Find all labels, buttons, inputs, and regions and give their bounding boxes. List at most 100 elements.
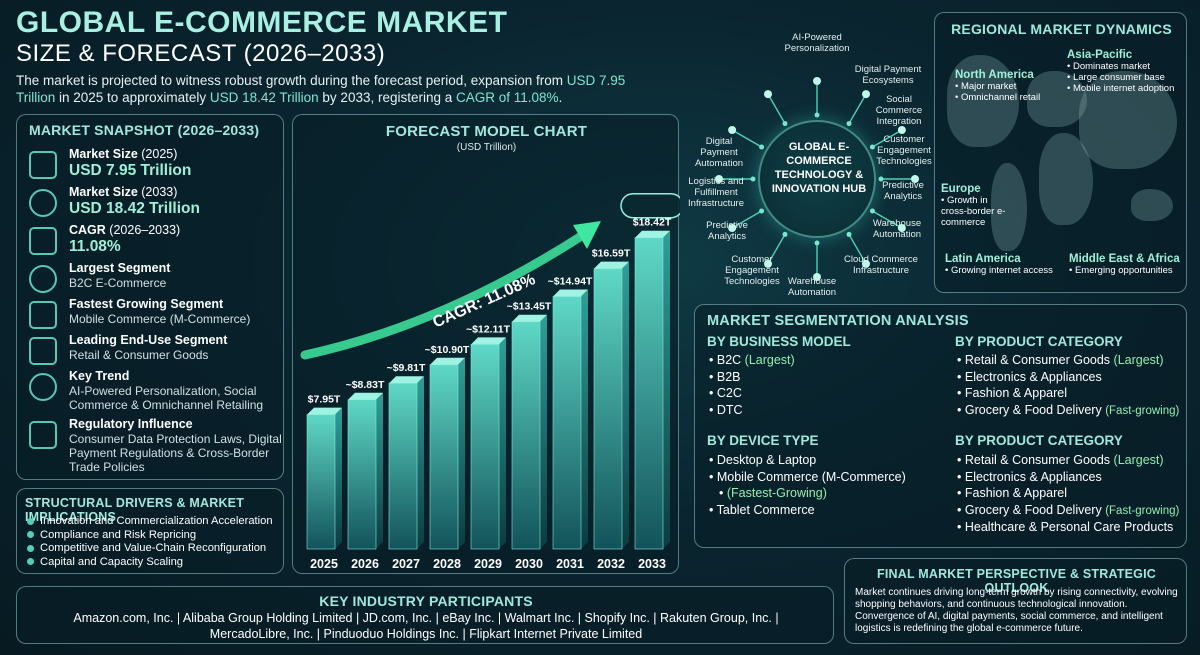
region-europe: Europe Growth in cross-border e-commerce: [941, 183, 1007, 228]
data-label: ~$13.45T: [507, 301, 552, 313]
bar-side: [376, 392, 383, 549]
bar-top: [307, 407, 342, 415]
hub-inner-node: [782, 231, 788, 237]
data-label: ~$10.90T: [425, 344, 470, 356]
hub-spoke: [731, 129, 762, 148]
region-name: Europe: [941, 183, 981, 195]
hub-inner-node: [814, 240, 820, 246]
segment-text: Grocery & Food Delivery: [964, 402, 1102, 417]
bar-top: [389, 376, 424, 384]
bar-side: [663, 230, 670, 549]
bar-side: [458, 357, 465, 549]
hub-node: [728, 126, 737, 134]
shopping-cart-icon: [29, 337, 57, 365]
bar: [593, 268, 623, 550]
segment-note: (Fastest-Growing): [726, 486, 827, 500]
hub-center-circle: GLOBAL E-COMMERCE TECHNOLOGY & INNOVATIO…: [758, 120, 876, 238]
chart-title: FORECAST MODEL CHART: [385, 123, 588, 140]
snapshot-paren: (2033): [141, 185, 178, 199]
hub-spoke: [767, 234, 786, 265]
product-category-list: Retail & Consumer Goods (Largest) Electr…: [957, 352, 1179, 419]
bar: [347, 399, 377, 550]
intro-highlight-cagr: CAGR of 11.08%: [456, 90, 559, 105]
snapshot-item-fastest-growing: Fastest Growing Segment Mobile Commerce …: [29, 297, 285, 337]
regional-dynamics-panel: REGIONAL MARKET DYNAMICS North America M…: [934, 12, 1187, 293]
hub-spoke: [872, 210, 903, 229]
list-item: Innovation and Commercialization Acceler…: [27, 515, 273, 529]
snapshot-label: CAGR: [69, 223, 106, 237]
bar-top: [430, 357, 465, 365]
bar: [552, 296, 582, 550]
list-item: Desktop & Laptop: [709, 452, 906, 469]
rocket-icon: [29, 301, 57, 329]
intro-text-c: by 2033, registering a: [318, 90, 457, 105]
snapshot-item-largest-segment: Largest Segment B2C E-Commerce: [29, 261, 285, 301]
snapshot-value: USD 7.95 Trillion: [69, 162, 192, 179]
hub-node: [911, 175, 919, 183]
snapshot-sub: B2C E-Commerce: [69, 276, 167, 290]
bar-chart-icon: [29, 151, 57, 179]
device-type-list: Desktop & Laptop Mobile Commerce (M-Comm…: [709, 452, 906, 518]
snapshot-label: Regulatory Influence: [69, 417, 193, 431]
hub-label: AI-Powered Personalization: [784, 32, 850, 54]
business-model-list: B2C (Largest) B2B C2C DTC: [709, 352, 795, 418]
hub-spoke: [848, 234, 867, 265]
hub-label: Warehouse Automation: [872, 218, 922, 240]
product-category-list-2: Retail & Consumer Goods (Largest) Electr…: [957, 452, 1179, 536]
list-item: Mobile Commerce (M-Commerce): [709, 469, 906, 486]
snapshot-item-cagr: CAGR (2026–2033) 11.08%: [29, 223, 285, 263]
hub-spoke: [767, 93, 786, 124]
hub-node: [897, 126, 906, 134]
growth-arrow-head: [573, 221, 601, 249]
forecast-bar-chart: $7.95T 2025 ~$8.83T 2026 ~$9.81T 2027 ~$10.90T…: [300, 192, 680, 571]
data-label: $7.95T: [308, 394, 341, 406]
list-item: Competitive and Value-Chain Reconfigurat…: [27, 542, 273, 556]
page-title: GLOBAL E-COMMERCE MARKET: [16, 6, 508, 39]
list-item: (Fastest-Growing): [709, 485, 906, 502]
list-item: Fashion & Apparel: [957, 385, 1179, 402]
snapshot-label: Leading End-Use Segment: [69, 333, 228, 347]
chart-unit-label: (USD Trillion): [456, 142, 517, 153]
x-tick-label: 2029: [474, 557, 502, 571]
data-label: ~$9.81T: [387, 362, 426, 374]
hub-label: Social Commerce Integration: [875, 94, 923, 127]
hub-inner-node: [782, 121, 788, 127]
segmentation-title: MARKET SEGMENTATION ANALYSIS: [707, 313, 969, 329]
bar: [306, 414, 336, 550]
snapshot-item-key-trend: Key Trend AI-Powered Personalization, So…: [29, 369, 285, 415]
hub-inner-node: [814, 112, 820, 118]
intro-text-b: in 2025 to approximately: [55, 90, 210, 105]
intro-paragraph: The market is projected to witness robus…: [16, 72, 656, 106]
snapshot-paren: (2026–2033): [109, 223, 181, 237]
forecast-chart-panel: $7.95T 2025 ~$8.83T 2026 ~$9.81T 2027 ~$10.90T…: [292, 114, 680, 574]
region-point: Large consumer base: [1067, 72, 1174, 83]
hub-node: [728, 224, 737, 232]
bar-top: [348, 392, 383, 400]
speedometer-icon: [29, 265, 57, 293]
final-title: FINAL MARKET PERSPECTIVE & STRATEGIC OUT…: [877, 567, 1156, 595]
snapshot-item-market-size-2033: Market Size (2033) USD 18.42 Trillion: [29, 185, 285, 225]
hub-node: [813, 77, 821, 85]
snapshot-label: Key Trend: [69, 369, 130, 383]
x-tick-label: 2026: [351, 557, 379, 571]
hub-node: [862, 90, 870, 99]
hub-node: [715, 175, 723, 183]
list-item: B2C (Largest): [709, 352, 795, 369]
regional-title: REGIONAL MARKET DYNAMICS: [951, 21, 1172, 37]
bar-side: [540, 314, 547, 549]
bar-top: [635, 230, 670, 238]
segment-text: Grocery & Food Delivery: [964, 502, 1102, 517]
hub-inner-node: [846, 121, 852, 127]
snapshot-value: 11.08%: [69, 238, 121, 255]
page-subtitle: SIZE & FORECAST (2026–2033): [16, 40, 386, 67]
region-north-america: North America Major market Omnichannel r…: [955, 69, 1040, 103]
snapshot-sub: Mobile Commerce (M-Commerce): [69, 312, 251, 326]
snapshot-value: USD 18.42 Trillion: [69, 200, 200, 217]
growth-arrow-line: [300, 230, 588, 360]
hub-inner-node: [878, 176, 884, 182]
hub-inner-node: [869, 144, 875, 150]
region-name: Latin America: [945, 253, 1021, 265]
hub-label: Warehouse Automation: [787, 276, 837, 298]
snapshot-label: Market Size: [69, 185, 138, 199]
participants-line-1: Amazon.com, Inc. | Alibaba Group Holding…: [73, 611, 779, 625]
